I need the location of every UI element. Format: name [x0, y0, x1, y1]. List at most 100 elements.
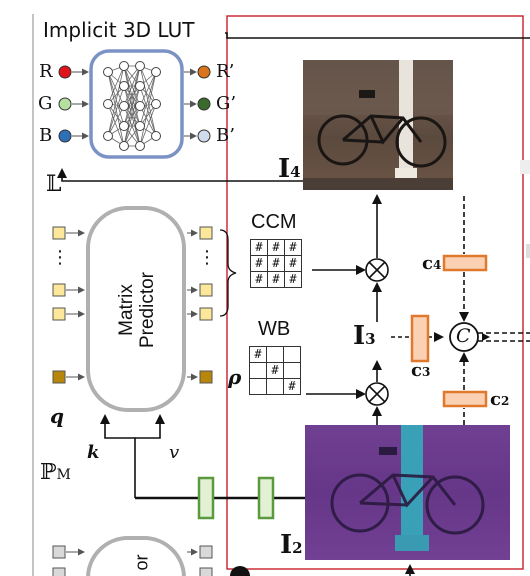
- nn-node: [135, 121, 145, 131]
- nn-edge: [107, 71, 125, 107]
- r-output-node: [197, 65, 211, 79]
- lut-output-line: [225, 32, 530, 39]
- nn-edge: [139, 85, 157, 137]
- concat-out-arrowhead: [482, 333, 490, 341]
- highlight-frame: [226, 15, 524, 570]
- key-label: k: [87, 442, 100, 463]
- nn-node: [103, 67, 113, 77]
- bottom-dark-node: [230, 566, 250, 576]
- i4-label: I4: [278, 154, 301, 184]
- ccm-multiply-node: [365, 258, 389, 282]
- query-label: q: [50, 404, 64, 428]
- i3-label: I3: [353, 321, 376, 351]
- left-ellipsis: ⋮: [51, 247, 69, 268]
- concat-node: [449, 322, 479, 352]
- ccm-matrix: # # # # # # # # #: [250, 239, 302, 288]
- input-label-g: G: [38, 93, 53, 114]
- input-label-r: R: [39, 61, 53, 82]
- matrix-predictor-box: [86, 206, 186, 412]
- right-edge-mark-1: [520, 160, 530, 174]
- nn-node: [135, 141, 145, 151]
- wb-title: WB: [258, 318, 291, 340]
- second-predictor-label: or: [131, 554, 152, 571]
- rho-label: ρ: [228, 365, 242, 389]
- c2-coeff-bar: [442, 390, 488, 408]
- second-predictor-box: [86, 536, 186, 576]
- nn-node: [151, 67, 161, 77]
- output-tokens-right: [187, 226, 213, 384]
- input-label-b: B: [39, 125, 53, 146]
- value-arrow: [135, 414, 165, 439]
- output-label-g: G’: [216, 93, 237, 114]
- nn-edge: [139, 71, 157, 147]
- i4-output-image: [303, 60, 453, 190]
- wb-multiply-node: [365, 382, 389, 406]
- c4-label: c4: [422, 253, 442, 274]
- nn-edge: [107, 71, 125, 147]
- query-tokens-left: [52, 226, 85, 384]
- nn-edge: [107, 65, 125, 137]
- lut-title: Implicit 3D LUT: [43, 18, 195, 42]
- lut-to-l-arrow: [57, 168, 303, 182]
- c3-coeff-bar: [410, 314, 430, 363]
- c2-label: c2: [490, 389, 510, 410]
- nn-node: [103, 131, 113, 141]
- nn-node: [119, 141, 129, 151]
- i2-bike-drawing: [305, 425, 510, 560]
- nn-edge: [107, 105, 125, 137]
- pm-token-1: [197, 476, 215, 520]
- value-label: v: [169, 442, 180, 463]
- nn-edge: [139, 103, 157, 147]
- concat-label: C: [456, 325, 471, 347]
- nn-edge: [139, 65, 157, 105]
- c4-coeff-bar: [442, 254, 488, 272]
- nn-edge: [123, 85, 141, 147]
- nn-node: [135, 101, 145, 111]
- nn-edge: [139, 65, 157, 137]
- nn-edge: [123, 105, 141, 147]
- b-input-node: [58, 129, 72, 143]
- second-predictor-tokens: [52, 545, 213, 576]
- ccm-title: CCM: [251, 211, 297, 233]
- r-input-node: [58, 65, 72, 79]
- nn-node: [135, 81, 145, 91]
- key-arrow: [100, 414, 136, 498]
- pm-token-2: [257, 476, 275, 520]
- nn-edge: [107, 85, 125, 137]
- right-edge-mark-2: [526, 244, 530, 258]
- nn-node: [119, 61, 129, 71]
- nn-edge: [139, 105, 157, 137]
- g-input-node: [58, 97, 72, 111]
- matrix-predictor-label: Matrix Predictor: [116, 271, 158, 349]
- nn-node: [151, 99, 161, 109]
- nn-node: [119, 121, 129, 131]
- i4-bike-drawing: [303, 60, 453, 190]
- right-ellipsis: ⋮: [198, 247, 216, 268]
- nn-node: [151, 131, 161, 141]
- params-label: ℙM: [40, 460, 71, 485]
- output-label-r: R’: [216, 61, 235, 82]
- nn-node: [119, 101, 129, 111]
- nn-edge: [107, 71, 125, 127]
- nn-edge: [139, 71, 157, 107]
- nn-edge: [107, 103, 125, 147]
- neural-net-nodes: [103, 61, 161, 151]
- nn-node: [103, 99, 113, 109]
- nn-edge: [107, 65, 125, 105]
- nn-edge: [123, 65, 141, 107]
- nn-node: [135, 61, 145, 71]
- nn-edge: [139, 71, 157, 127]
- g-output-node: [197, 97, 211, 111]
- lut-output-label: 𝕃: [46, 172, 62, 197]
- i2-label: I2: [280, 530, 303, 560]
- nn-edge: [123, 65, 141, 127]
- wb-matrix: # # #: [249, 346, 301, 395]
- ccm-brace: [219, 229, 237, 317]
- b-output-node: [197, 129, 211, 143]
- output-label-b: B’: [216, 125, 235, 146]
- c3-label: c3: [411, 360, 431, 381]
- nn-node: [119, 81, 129, 91]
- i2-input-image: [305, 425, 510, 560]
- nn-edge: [123, 65, 141, 147]
